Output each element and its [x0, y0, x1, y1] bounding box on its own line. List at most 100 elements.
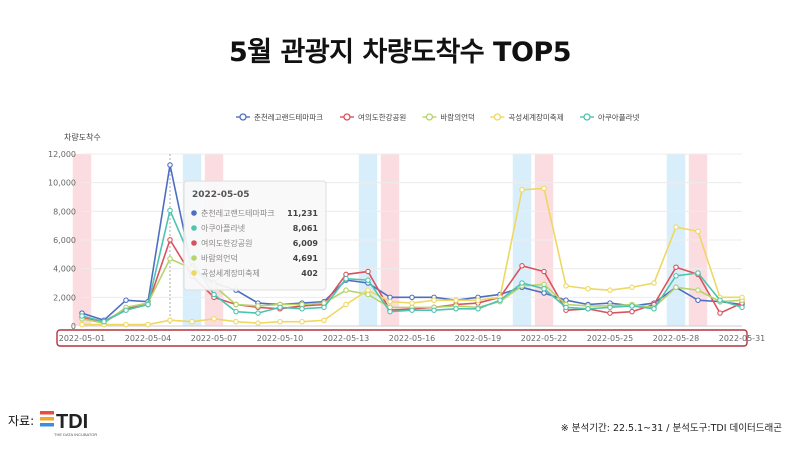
x-tick-label: 2022-05-13	[323, 334, 370, 343]
data-point	[431, 307, 437, 313]
tooltip-dot	[191, 240, 197, 246]
tooltip-name: 바람의언덕	[201, 253, 238, 263]
data-point	[79, 313, 85, 319]
data-point	[563, 304, 569, 311]
data-point	[739, 294, 745, 301]
y-tick-label: 2,000	[53, 293, 76, 302]
tooltip-name: 아쿠아플라넷	[201, 223, 245, 233]
data-point	[519, 187, 525, 193]
data-point	[321, 304, 327, 311]
x-tick-label: 2022-05-01	[59, 334, 106, 343]
data-point	[101, 318, 107, 325]
data-point	[519, 280, 525, 286]
tooltip: 2022-05-05 춘천레고랜드테마파크 11,231 아쿠아플라넷 8,061 여의도…	[183, 180, 327, 291]
data-point	[255, 320, 261, 326]
source-label: 자료:	[8, 414, 35, 428]
logo-subtext: THE DATA INCUBATOR	[54, 432, 97, 437]
data-point	[563, 297, 569, 303]
data-point	[695, 297, 701, 303]
data-point	[167, 162, 173, 168]
data-point	[629, 303, 635, 309]
data-point	[343, 275, 349, 282]
x-tick-label: 2022-05-07	[191, 334, 238, 343]
data-point	[673, 224, 679, 230]
legend-marker	[583, 113, 591, 121]
data-point	[519, 263, 525, 269]
data-point	[123, 321, 129, 328]
data-point	[629, 284, 635, 291]
x-axis-frame	[56, 329, 748, 347]
data-point	[409, 307, 415, 313]
y-axis-title: 차량도착수	[64, 132, 101, 142]
data-point	[541, 290, 547, 296]
y-tick-label: 12,000	[48, 150, 76, 159]
y-tick-label: 10,000	[48, 179, 76, 188]
data-point	[123, 297, 129, 303]
data-point	[453, 306, 459, 312]
data-point	[475, 306, 481, 312]
legend-item: 바람의언덕	[422, 112, 475, 122]
data-point	[409, 294, 415, 301]
legend-item: 여의도한강공원	[340, 112, 406, 122]
data-point	[343, 301, 349, 308]
data-point	[717, 310, 723, 316]
data-point	[189, 318, 195, 325]
analysis-note: ※ 분석기간: 22.5.1~31 / 분석도구:TDI 데이터드래곤	[560, 423, 782, 434]
legend-marker	[493, 113, 502, 121]
data-point	[387, 298, 393, 305]
data-point	[453, 297, 459, 303]
tooltip-dot	[191, 210, 197, 216]
data-point	[651, 280, 657, 286]
logo-text: TDI	[56, 411, 88, 433]
data-point	[695, 270, 701, 276]
legend-label: 여의도한강공원	[358, 112, 406, 122]
data-point	[167, 237, 173, 243]
tooltip-name: 여의도한강공원	[201, 238, 253, 248]
legend-item: 춘천레고랜드테마파크	[236, 112, 323, 122]
tooltip-value: 402	[301, 269, 318, 278]
data-point	[673, 264, 679, 270]
data-point	[497, 297, 503, 303]
data-point	[541, 185, 547, 192]
legend-item: 아쿠아플라넷	[580, 112, 639, 122]
data-point	[211, 291, 217, 298]
y-tick-label: 4,000	[53, 265, 76, 274]
data-point	[277, 318, 283, 325]
data-point	[695, 287, 701, 293]
data-point	[167, 256, 173, 262]
data-point	[167, 317, 173, 323]
data-point	[211, 316, 217, 322]
data-point	[673, 284, 679, 291]
x-tick-label: 2022-05-04	[125, 334, 172, 343]
data-point	[365, 277, 371, 283]
data-point	[387, 308, 393, 315]
x-tick-label: 2022-05-10	[257, 334, 304, 343]
tooltip-value: 11,231	[287, 209, 318, 218]
data-point	[365, 287, 371, 293]
x-tick-label: 2022-05-22	[521, 334, 568, 343]
legend-label: 바람의언덕	[440, 112, 475, 122]
data-point	[673, 273, 679, 279]
data-point	[585, 285, 591, 292]
data-point	[717, 297, 723, 303]
x-tick-label: 2022-05-16	[389, 334, 436, 343]
data-point	[277, 304, 283, 311]
legend-marker	[239, 113, 247, 121]
x-tick-label: 2022-05-25	[587, 334, 634, 343]
data-point	[431, 297, 437, 303]
data-point	[607, 304, 613, 311]
x-tick-label: 2022-05-28	[653, 334, 700, 343]
tooltip-dot	[191, 225, 197, 231]
data-point	[365, 268, 371, 275]
data-point	[409, 300, 415, 306]
data-point	[299, 318, 305, 325]
data-point	[145, 321, 151, 328]
data-point	[651, 306, 657, 312]
data-point	[541, 281, 547, 288]
data-point	[255, 310, 261, 316]
legend-item: 곡성세계장미축제	[490, 112, 564, 122]
data-point	[475, 297, 481, 303]
data-point	[343, 287, 349, 293]
tooltip-dot	[191, 270, 197, 276]
tooltip-value: 8,061	[293, 224, 319, 233]
